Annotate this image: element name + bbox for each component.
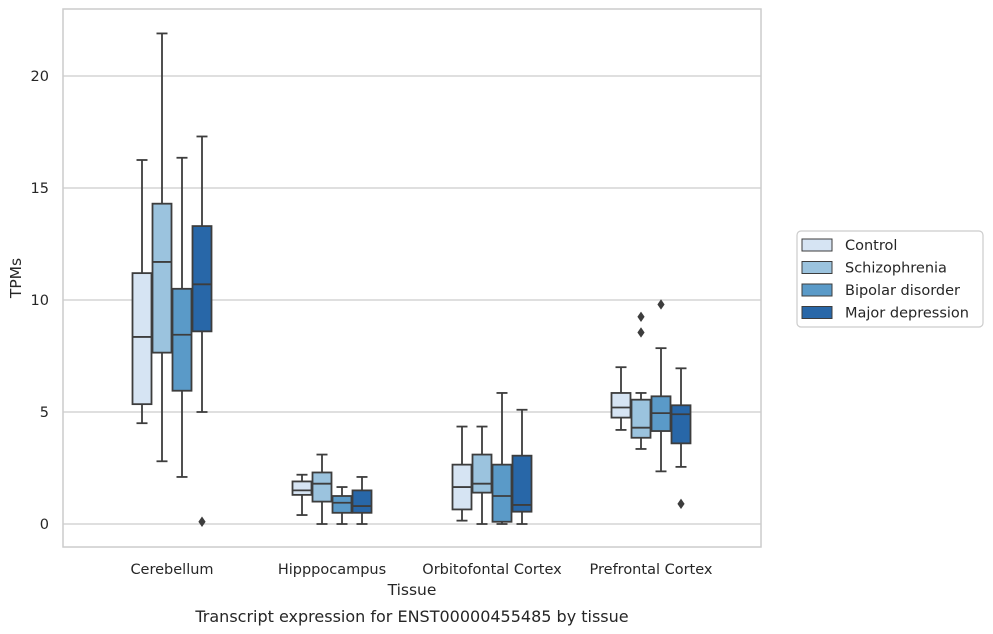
plot-frame: [62, 8, 762, 548]
box-group: [670, 367, 692, 510]
outlier-point: [198, 516, 206, 527]
legend-label: Schizophrenia: [845, 261, 947, 277]
legend-swatch: [801, 306, 833, 319]
outlier-point: [637, 311, 645, 322]
legend-label: Bipolar disorder: [845, 283, 960, 299]
legend-item: Major depression: [801, 306, 969, 322]
x-tick-labels: Cerebellum Hipppocampus Orbitofontal Corte…: [130, 562, 712, 578]
x-tick-label: Hipppocampus: [278, 562, 386, 578]
outlier-point: [637, 327, 645, 338]
box-group: [191, 135, 213, 527]
box: [171, 287, 193, 392]
y-tick-label: 0: [40, 517, 49, 533]
box-group: [151, 32, 173, 463]
legend-label: Major depression: [845, 306, 969, 322]
box-group: [351, 476, 373, 525]
outlier-point: [657, 299, 665, 310]
y-axis-label: TPMs: [7, 258, 25, 299]
box-group: [650, 299, 672, 473]
box-group: [451, 425, 473, 522]
chart-caption: Transcript expression for ENST0000045548…: [194, 607, 628, 626]
box: [511, 454, 533, 513]
box-group: [291, 473, 313, 516]
x-tick-label: Orbitofontal Cortex: [422, 562, 562, 578]
box: [151, 202, 173, 354]
box: [331, 495, 353, 514]
outlier-point: [677, 498, 685, 510]
y-tick-label: 5: [40, 405, 49, 421]
box-group: [491, 392, 513, 525]
box: [670, 404, 692, 445]
x-axis-label: Tissue: [387, 581, 437, 599]
y-tick-label: 15: [31, 181, 49, 197]
box: [610, 392, 632, 419]
box-group: [610, 366, 632, 431]
y-tick-labels: 0 5 10 15 20: [31, 69, 49, 533]
box-group: [471, 425, 493, 525]
box-group: [331, 486, 353, 525]
box-group: [171, 156, 193, 478]
box: [311, 471, 333, 503]
legend: Control Schizophrenia Bipolar disorder Majo…: [796, 230, 984, 328]
box-group: [311, 453, 333, 525]
legend-item: Control: [801, 238, 897, 254]
box-group: [630, 311, 652, 450]
box: [131, 272, 153, 406]
box: [191, 225, 213, 333]
legend-frame: [796, 230, 984, 328]
legend-swatch: [801, 261, 833, 274]
box: [491, 463, 513, 523]
box-group: [511, 408, 533, 525]
box-groups: [131, 32, 692, 527]
box: [471, 453, 493, 494]
legend-label: Control: [845, 238, 897, 254]
box-group: [131, 159, 153, 425]
legend-item: Bipolar disorder: [801, 283, 960, 299]
y-tick-label: 20: [31, 69, 49, 85]
legend-item: Schizophrenia: [801, 261, 947, 277]
legend-swatch: [801, 283, 833, 297]
box: [351, 489, 373, 514]
y-tick-label: 10: [31, 293, 49, 309]
legend-swatch: [801, 238, 833, 252]
x-tick-label: Prefrontal Cortex: [590, 562, 713, 578]
box: [291, 480, 313, 496]
box: [630, 398, 652, 439]
x-tick-label: Cerebellum: [130, 562, 213, 578]
